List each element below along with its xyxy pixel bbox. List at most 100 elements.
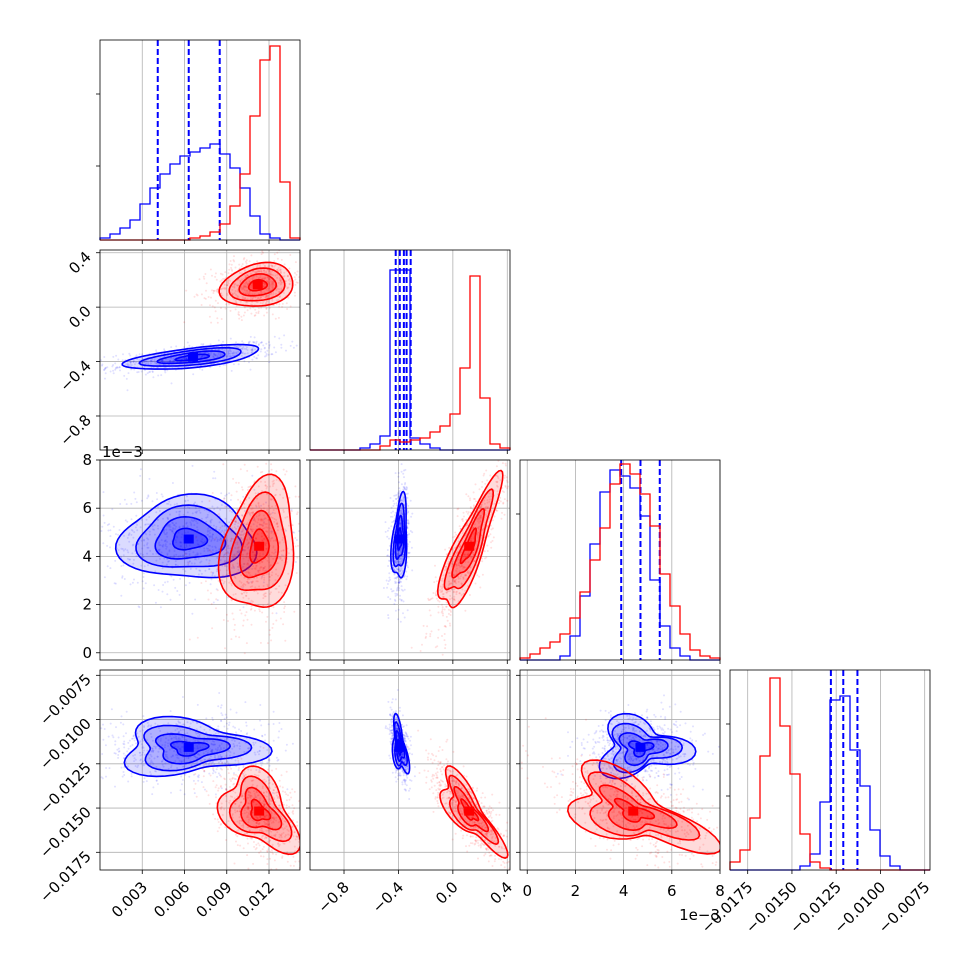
scatter-point	[274, 292, 277, 295]
scatter-point	[247, 511, 250, 514]
scatter-point	[95, 530, 97, 532]
scatter-point	[224, 494, 227, 497]
scatter-point	[253, 554, 256, 557]
scatter-point	[249, 485, 252, 488]
scatter-point	[447, 612, 450, 615]
scatter-point	[140, 762, 143, 765]
scatter-point	[264, 733, 266, 736]
scatter-point	[193, 558, 196, 561]
scatter-point	[237, 481, 240, 484]
scatter-point	[268, 287, 271, 290]
scatter-point	[479, 515, 482, 517]
scatter-point	[278, 269, 281, 272]
scatter-point	[255, 769, 258, 771]
scatter-point	[288, 496, 291, 499]
scatter-point	[272, 456, 274, 458]
scatter-point	[114, 368, 117, 371]
scatter-point	[170, 766, 172, 769]
scatter-point	[178, 747, 181, 750]
scatter-point	[274, 587, 277, 590]
scatter-point	[222, 556, 225, 558]
scatter-point	[211, 505, 214, 508]
scatter-point	[225, 493, 228, 496]
scatter-point	[161, 359, 163, 362]
scatter-point	[182, 765, 185, 768]
scatter-point	[153, 745, 156, 748]
scatter-point	[226, 281, 229, 284]
scatter-point	[396, 552, 399, 555]
scatter-point	[286, 308, 289, 310]
scatter-point	[501, 511, 503, 514]
scatter-point	[472, 491, 475, 494]
scatter-point	[395, 502, 398, 505]
scatter-point	[262, 568, 265, 571]
scatter-point	[210, 592, 212, 595]
scatter-point	[231, 285, 234, 288]
scatter-point	[200, 517, 203, 520]
scatter-point	[448, 583, 451, 586]
scatter-point	[122, 549, 125, 552]
scatter-point	[214, 545, 217, 548]
scatter-point	[386, 549, 389, 551]
scatter-point	[195, 567, 198, 570]
scatter-point	[245, 594, 248, 597]
scatter-point	[240, 581, 243, 584]
scatter-point	[150, 359, 153, 362]
scatter-point	[184, 584, 187, 587]
scatter-point	[234, 299, 237, 302]
scatter-point	[168, 525, 171, 528]
scatter-point	[198, 509, 201, 512]
scatter-point	[252, 741, 255, 744]
scatter-point	[133, 739, 136, 742]
scatter-point	[212, 770, 215, 772]
scatter-point	[460, 582, 463, 585]
scatter-point	[467, 572, 470, 575]
scatter-point	[156, 783, 159, 785]
scatter-point	[229, 540, 232, 543]
scatter-point	[263, 595, 266, 598]
scatter-point	[151, 360, 154, 363]
scatter-point	[222, 287, 225, 290]
scatter-point	[441, 612, 444, 615]
scatter-point	[268, 633, 271, 636]
scatter-point	[399, 522, 402, 525]
scatter-point	[283, 607, 286, 610]
scatter-point	[126, 363, 129, 366]
scatter-point	[200, 781, 203, 784]
scatter-point	[242, 557, 245, 560]
scatter-point	[246, 618, 249, 621]
scatter-point	[394, 592, 397, 595]
scatter-point	[455, 563, 457, 566]
scatter-point	[221, 579, 224, 582]
scatter-point	[264, 277, 267, 280]
contour-blue	[392, 502, 407, 568]
scatter-point	[241, 514, 243, 517]
scatter-point	[274, 317, 277, 320]
scatter-point	[263, 574, 266, 577]
scatter-point	[224, 762, 226, 764]
scatter-point	[169, 598, 172, 601]
scatter-point	[451, 562, 454, 565]
scatter-point	[119, 721, 122, 724]
scatter-point	[235, 284, 238, 287]
scatter-point	[227, 353, 230, 356]
scatter-point	[185, 552, 188, 555]
scatter-point	[222, 747, 225, 750]
scatter-point	[236, 551, 239, 554]
scatter-point	[170, 346, 173, 349]
scatter-point	[474, 582, 477, 585]
scatter-point	[247, 546, 250, 548]
scatter-point	[171, 360, 174, 363]
scatter-point	[257, 514, 260, 517]
scatter-point	[250, 599, 253, 602]
scatter-point	[280, 258, 283, 261]
scatter-point	[136, 732, 139, 735]
scatter-point	[215, 598, 218, 601]
scatter-point	[129, 354, 132, 357]
scatter-point	[256, 525, 258, 528]
scatter-point	[261, 535, 264, 538]
scatter-point	[253, 355, 256, 358]
scatter-point	[249, 528, 252, 531]
scatter-point	[236, 744, 239, 747]
scatter-point	[211, 348, 213, 351]
